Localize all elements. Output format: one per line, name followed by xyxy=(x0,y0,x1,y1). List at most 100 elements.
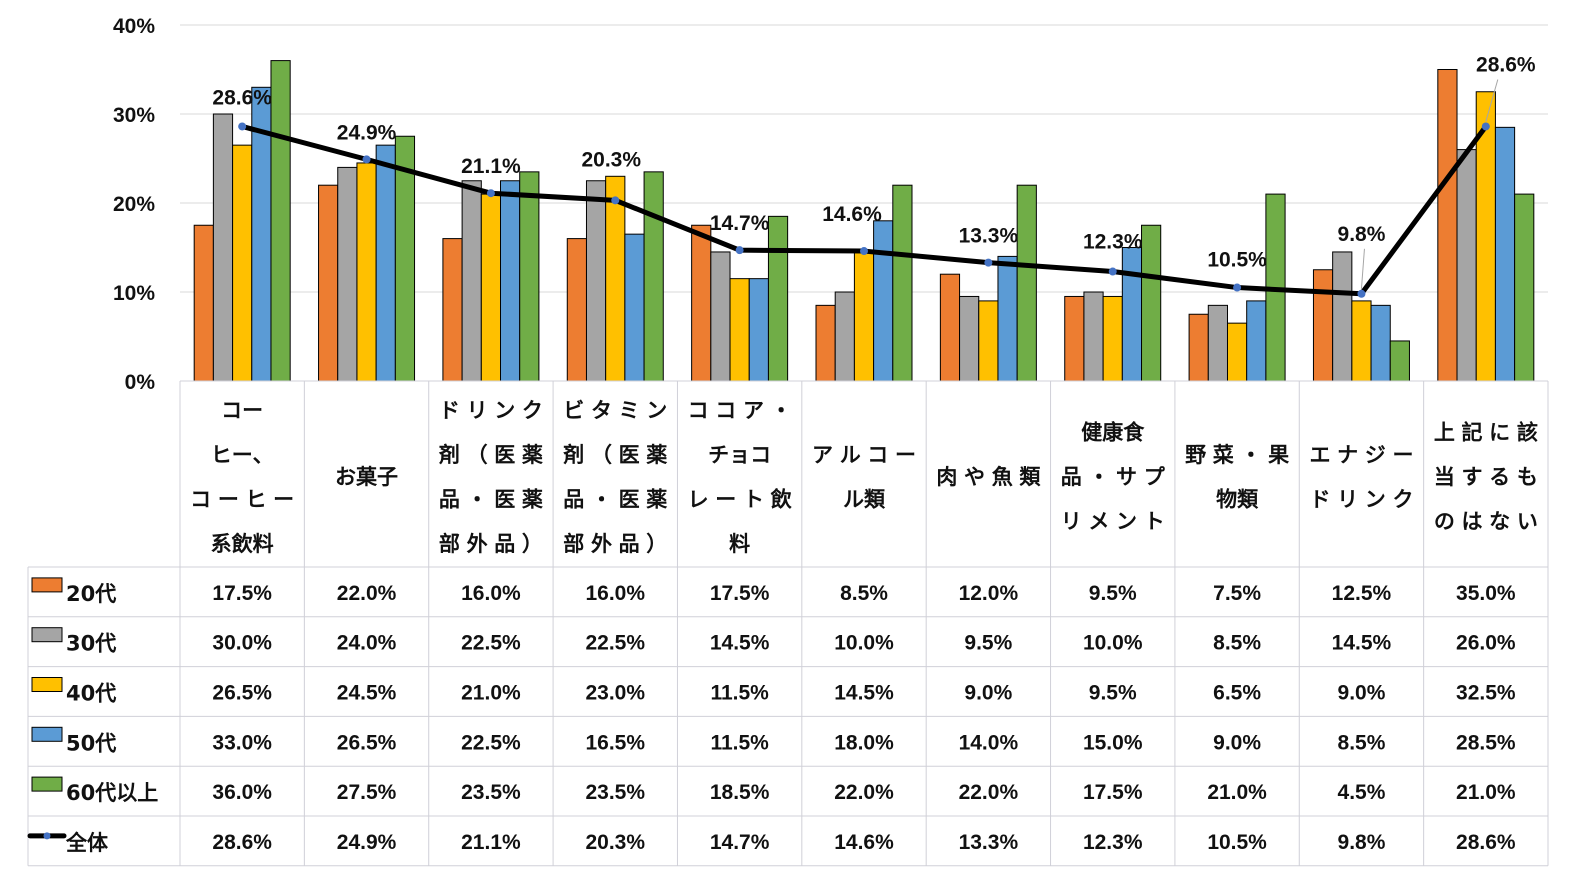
table-cell: 26.5% xyxy=(337,731,397,754)
category-label: ドリンク xyxy=(1309,487,1413,511)
table-cell: 6.5% xyxy=(1213,682,1261,705)
bar-60代以上 xyxy=(892,184,913,382)
table-cell: 9.5% xyxy=(1089,682,1137,705)
table-cell: 14.5% xyxy=(1332,632,1392,655)
bar-60代以上 xyxy=(270,60,291,382)
legend-swatch-50代 xyxy=(31,726,63,742)
table-cell: 26.0% xyxy=(1456,632,1516,655)
category-label: 肉や魚類 xyxy=(936,465,1041,489)
bar-40代 xyxy=(356,162,377,382)
table-cell: 28.6% xyxy=(1456,831,1516,854)
bar-60代以上 xyxy=(1389,340,1410,382)
table-cell: 9.0% xyxy=(964,682,1012,705)
bar-30代 xyxy=(1083,291,1104,382)
legend-label: 60代以上 xyxy=(66,781,158,805)
bar-50代 xyxy=(375,144,396,382)
category-label: 系飲料 xyxy=(211,532,274,556)
table-cell: 21.0% xyxy=(1456,781,1516,804)
bar-30代 xyxy=(710,251,731,382)
category-label: 料 xyxy=(729,532,750,556)
table-cell: 8.5% xyxy=(840,582,888,605)
category-label: チョコ xyxy=(708,443,771,467)
legend-marker-icon xyxy=(43,832,51,840)
table-cell: 11.5% xyxy=(710,682,769,705)
legend-swatch-60代以上 xyxy=(31,776,63,792)
bar-20代 xyxy=(939,273,961,382)
category-label: 部外品） xyxy=(563,532,667,556)
table-cell: 12.0% xyxy=(959,582,1019,605)
table-cell: 22.0% xyxy=(959,781,1019,804)
table-cell: 11.5% xyxy=(710,731,769,754)
table-cell: 35.0% xyxy=(1456,582,1516,605)
bar-50代 xyxy=(624,233,645,382)
table-cell: 22.5% xyxy=(585,632,645,655)
table-cell: 27.5% xyxy=(337,781,397,804)
bar-30代 xyxy=(337,166,358,382)
bar-40代 xyxy=(978,300,999,382)
bar-20代 xyxy=(1437,69,1458,382)
bar-20代 xyxy=(815,304,836,382)
table-cell: 14.7% xyxy=(710,831,770,854)
y-tick-label: 30% xyxy=(113,104,155,127)
table-cell: 9.0% xyxy=(1338,682,1386,705)
line-data-label: 20.3% xyxy=(581,148,641,171)
table-cell: 12.5% xyxy=(1332,582,1392,605)
table-cell: 14.0% xyxy=(959,731,1019,754)
category-label: 品・医薬 xyxy=(439,487,543,511)
bar-40代 xyxy=(729,278,750,382)
bar-30代 xyxy=(1207,304,1228,382)
bar-30代 xyxy=(1456,149,1477,382)
table-cell: 26.5% xyxy=(212,682,272,705)
table-cell: 21.1% xyxy=(461,831,521,854)
bar-30代 xyxy=(1332,251,1353,382)
category-label: エナジー xyxy=(1309,443,1413,467)
y-axis-ticks: 0% 10% 20% 30% 40% xyxy=(113,15,155,394)
category-label: コーヒー xyxy=(190,487,294,511)
table-cell: 8.5% xyxy=(1338,731,1386,754)
table-cell: 16.0% xyxy=(461,582,521,605)
table-cell: 14.6% xyxy=(834,831,894,854)
bar-30代 xyxy=(959,295,980,382)
bar-20代 xyxy=(193,224,214,382)
table-cell: 16.5% xyxy=(585,731,645,754)
leader-line xyxy=(1360,248,1365,289)
bar-40代 xyxy=(1226,322,1248,382)
category-label: 野菜・果 xyxy=(1185,443,1289,467)
bar-40代 xyxy=(853,251,875,382)
line-data-label: 13.3% xyxy=(959,225,1019,248)
bar-50代 xyxy=(1121,247,1143,382)
category-label: のはない xyxy=(1434,510,1538,534)
category-label: ヒー、 xyxy=(211,443,274,467)
category-label: 剤（医薬 xyxy=(562,443,667,467)
table-cell: 33.0% xyxy=(212,731,272,754)
line-data-label: 14.7% xyxy=(710,212,770,235)
bar-20代 xyxy=(442,238,463,382)
bar-60代以上 xyxy=(1514,193,1535,382)
table-cell: 17.5% xyxy=(1083,781,1143,804)
legend-label: 30代 xyxy=(66,632,116,656)
line-data-label: 28.6% xyxy=(212,86,272,109)
category-label: レート飲 xyxy=(688,487,793,511)
legend-label: 20代 xyxy=(66,582,116,606)
bar-30代 xyxy=(585,180,607,382)
table-cell: 22.5% xyxy=(461,731,521,754)
data-table: コーヒー、コーヒー系飲料お菓子ドリンク剤（医薬品・医薬部外品）ビタミン剤（医薬品… xyxy=(27,380,1549,867)
legend-swatch-30代 xyxy=(31,627,63,643)
line-marker xyxy=(238,122,247,131)
table-cell: 30.0% xyxy=(212,632,272,655)
table-cell: 16.0% xyxy=(585,582,645,605)
table-cell: 10.0% xyxy=(1083,632,1143,655)
table-cell: 14.5% xyxy=(710,632,770,655)
category-label: リメント xyxy=(1061,510,1165,534)
table-cell: 9.5% xyxy=(964,632,1012,655)
table-cell: 18.0% xyxy=(834,731,894,754)
legend-label: 40代 xyxy=(66,682,116,706)
bar-50代 xyxy=(500,180,521,382)
category-label: ビタミン xyxy=(563,398,667,422)
bar-50代 xyxy=(873,220,894,382)
table-cell: 10.5% xyxy=(1207,831,1267,854)
line-marker xyxy=(984,258,993,267)
category-label: ル類 xyxy=(843,487,886,511)
bar-50代 xyxy=(1494,126,1516,382)
